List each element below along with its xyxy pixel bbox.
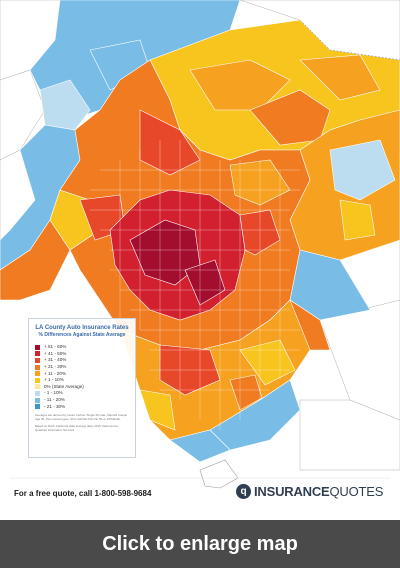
insurancequotes-logo: q INSURANCEQUOTES xyxy=(236,481,383,501)
choropleth-map xyxy=(0,0,400,489)
map-card: LA County Auto Insurance Rates % Differe… xyxy=(0,0,400,501)
legend-swatch xyxy=(35,344,40,350)
legend-swatch xyxy=(35,351,40,357)
legend-item: + 51 - 60% xyxy=(35,344,129,351)
legend-item: + 11 - 20% xyxy=(35,370,129,377)
legend-label: + 41 - 50% xyxy=(44,350,67,356)
legend-subtitle: % Differences Against State Average xyxy=(38,332,126,338)
legend-swatch xyxy=(35,377,40,383)
map-legend: LA County Auto Insurance Rates % Differe… xyxy=(28,318,136,458)
legend-title: LA County Auto Insurance Rates xyxy=(35,325,129,331)
legend-swatch xyxy=(35,390,40,396)
logo-wordmark: INSURANCEQUOTES xyxy=(254,483,384,499)
legend-label: + 11 - 20% xyxy=(44,370,67,376)
legend-swatch xyxy=(35,371,40,377)
legend-item: + 21 - 30% xyxy=(35,364,129,371)
legend-item: + 31 - 40% xyxy=(35,357,129,364)
legend-label: - 1 - 10% xyxy=(44,390,63,396)
legend-label: 0% (State Average) xyxy=(44,383,84,389)
legend-swatch xyxy=(35,357,40,363)
logo-mark-icon: q xyxy=(236,483,251,499)
legend-label: + 1 - 10% xyxy=(44,377,64,383)
enlarge-map-button[interactable]: Click to enlarge map xyxy=(0,520,400,568)
legend-label: + 51 - 60% xyxy=(44,344,67,350)
legend-item: + 1 - 10% xyxy=(35,377,129,384)
legend-label: + 21 - 30% xyxy=(44,364,67,370)
enlarge-map-label: Click to enlarge map xyxy=(102,532,298,555)
legend-note-1: Averages are derived by Insure Vorbos: S… xyxy=(35,412,128,421)
free-quote-text: For a free quote, call 1-800-598-9684 xyxy=(14,489,152,498)
catalina-island xyxy=(199,459,239,489)
legend-swatch xyxy=(35,364,40,370)
legend-item: - 1 - 10% xyxy=(35,390,129,397)
legend-note-2: Based on NAIC California state average d… xyxy=(35,424,119,432)
legend-swatch xyxy=(35,397,40,403)
legend-label: - 21 - 30% xyxy=(44,403,66,409)
legend-item: 0% (State Average) xyxy=(35,384,129,391)
legend-swatch xyxy=(35,384,40,390)
legend-list: + 51 - 60% + 41 - 50% + 31 - 40% + 21 - 30%… xyxy=(35,344,129,410)
legend-label: - 11 - 20% xyxy=(44,397,65,403)
legend-item: - 11 - 20% xyxy=(35,397,129,404)
legend-item: + 41 - 50% xyxy=(35,351,129,358)
legend-swatch xyxy=(35,404,40,410)
legend-item: - 21 - 30% xyxy=(35,403,129,410)
legend-label: + 31 - 40% xyxy=(44,357,67,363)
